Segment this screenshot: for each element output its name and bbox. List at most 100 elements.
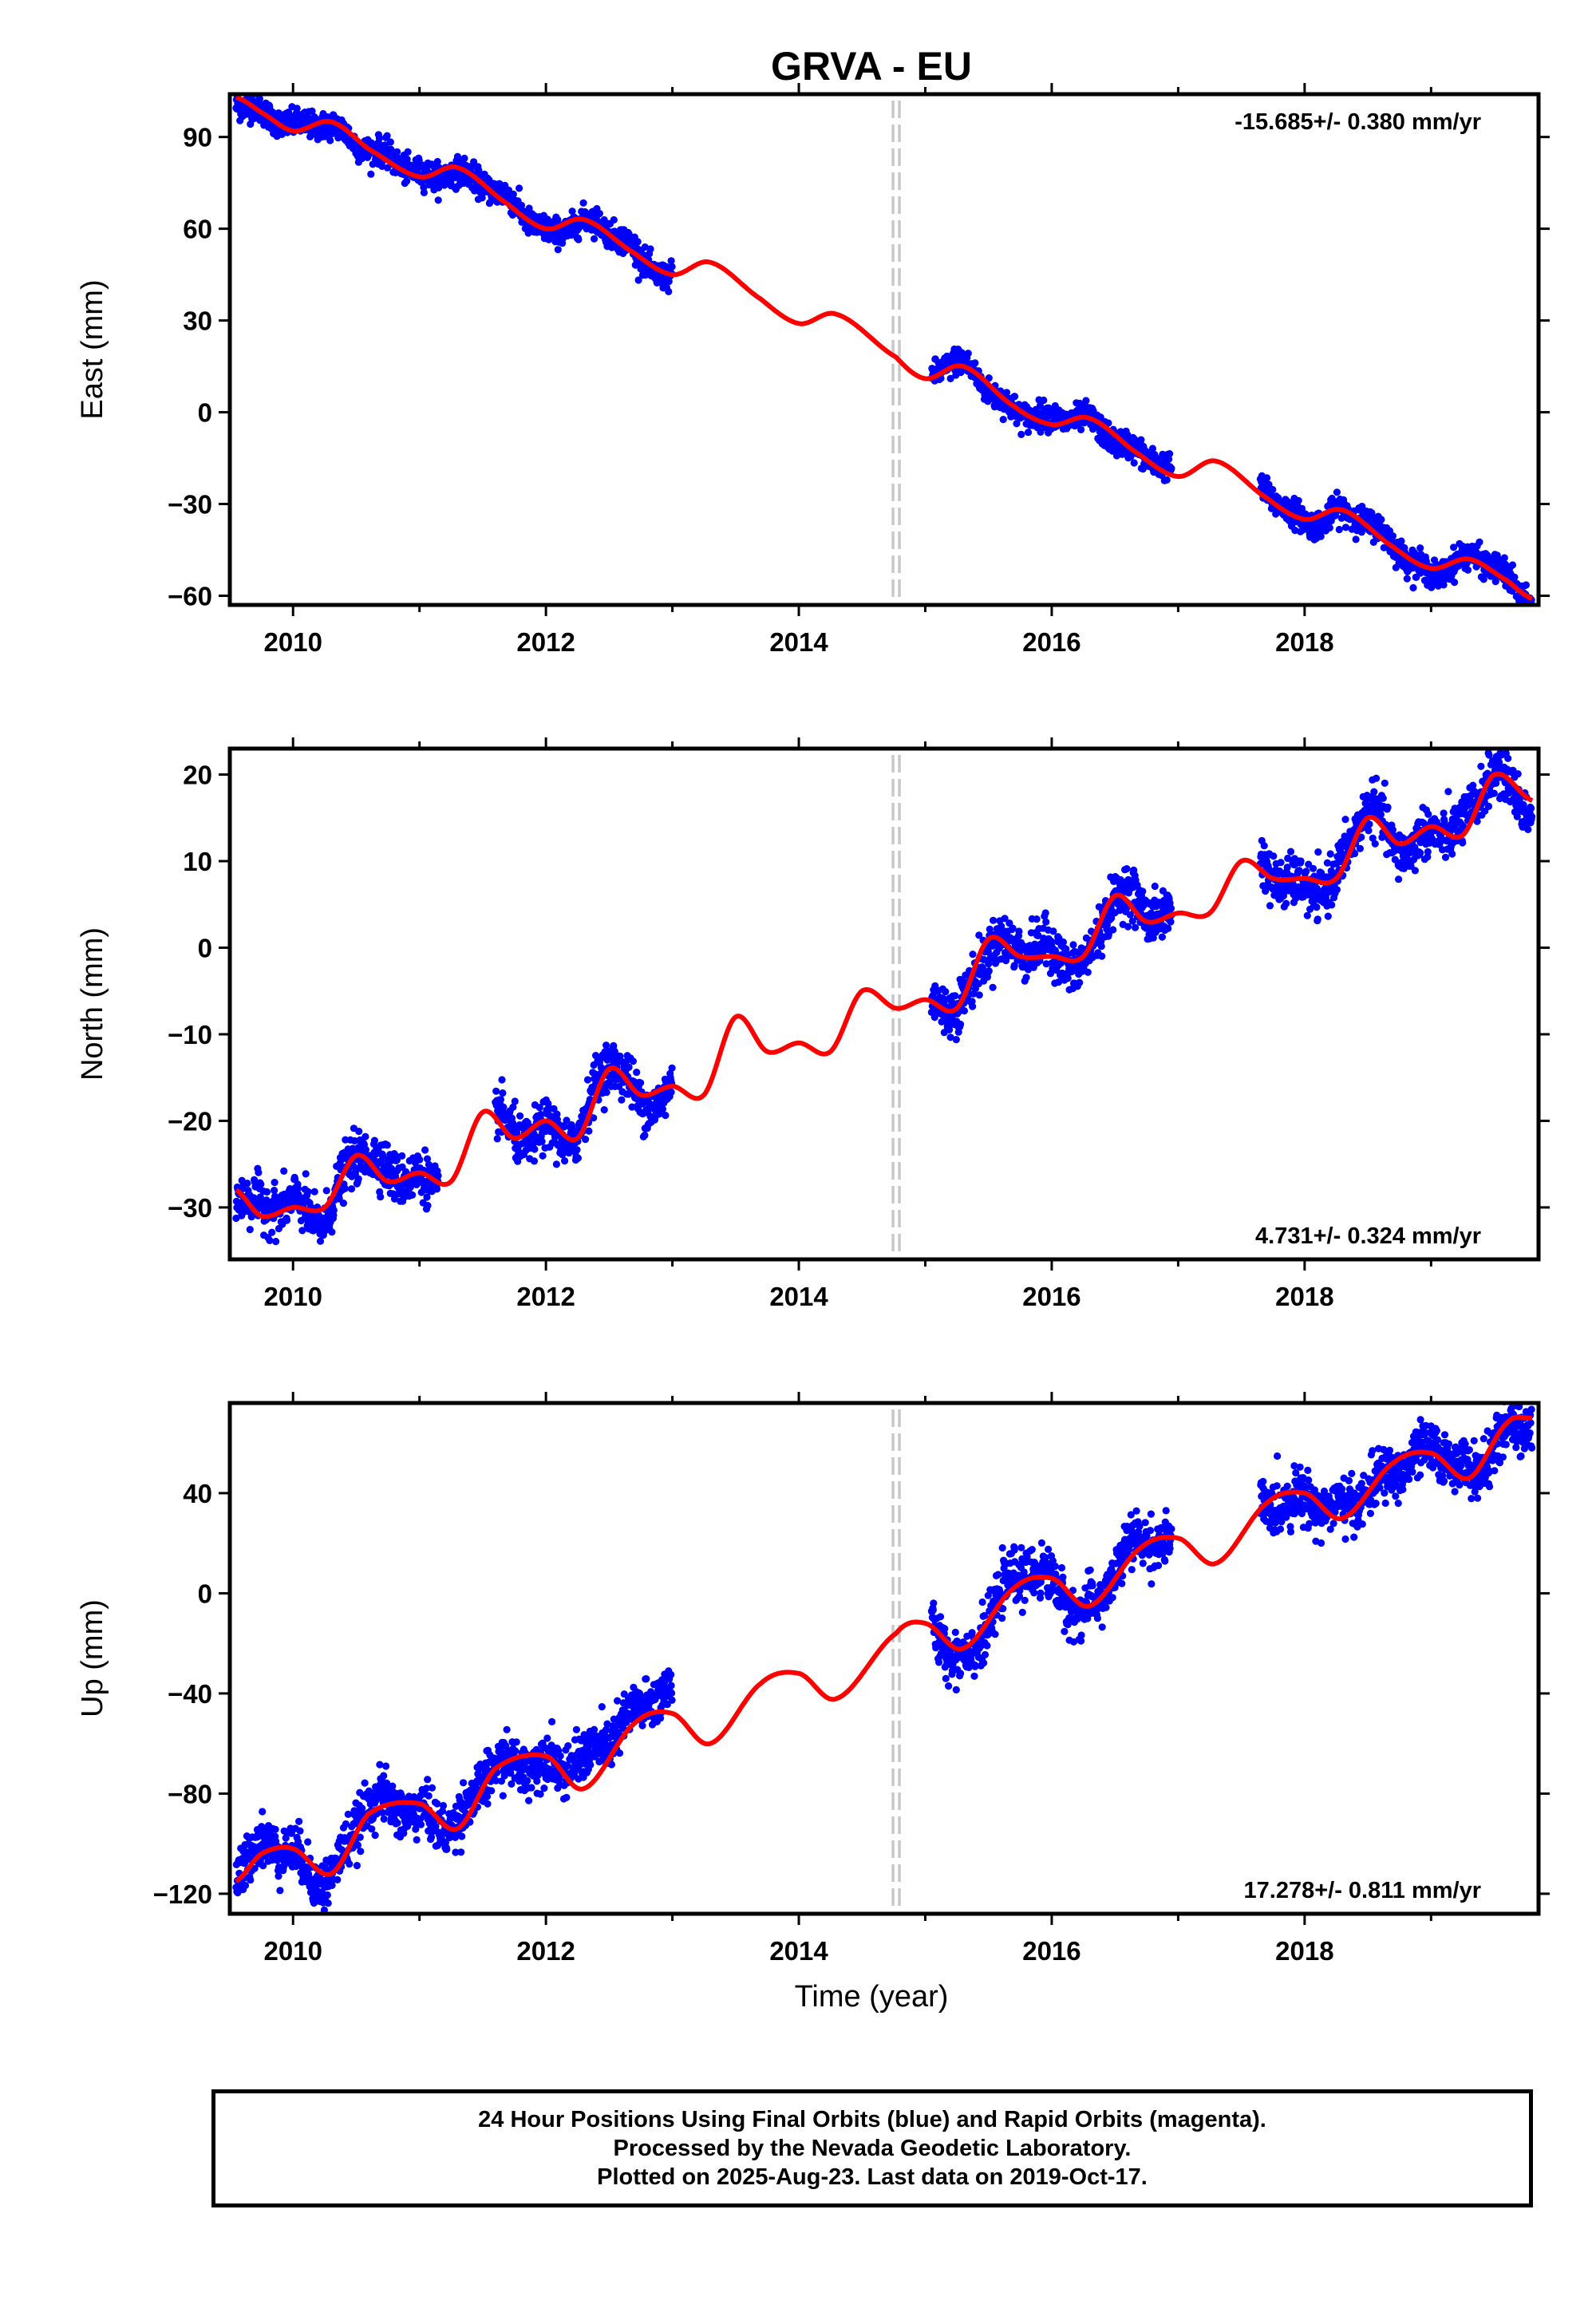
y-tick-label: −60 xyxy=(168,582,212,611)
data-point xyxy=(1286,848,1295,856)
data-point xyxy=(1130,459,1138,467)
data-point xyxy=(964,350,972,358)
x-tick-label: 2014 xyxy=(769,1282,828,1311)
data-point xyxy=(629,1057,638,1065)
data-point xyxy=(478,194,486,202)
data-point xyxy=(1313,903,1321,911)
data-point xyxy=(1341,816,1349,824)
data-point xyxy=(271,1187,279,1195)
data-point xyxy=(662,1112,670,1120)
data-point xyxy=(424,1202,432,1210)
rate-label: 4.731+/- 0.324 mm/yr xyxy=(1255,1223,1481,1249)
data-point xyxy=(1477,762,1485,770)
data-point xyxy=(665,287,673,295)
data-point xyxy=(354,1175,362,1183)
data-point xyxy=(355,1128,363,1136)
data-point xyxy=(493,1135,501,1143)
data-point xyxy=(516,1112,524,1120)
data-point xyxy=(1448,850,1456,858)
data-point xyxy=(1167,918,1175,926)
data-point xyxy=(1526,617,1533,624)
data-point xyxy=(1277,859,1285,867)
data-point xyxy=(946,1034,954,1041)
data-point xyxy=(989,983,997,991)
data-point xyxy=(1064,974,1072,982)
data-point xyxy=(302,1170,310,1178)
data-point xyxy=(1024,429,1033,437)
data-point xyxy=(1302,868,1310,875)
data-point xyxy=(434,196,442,204)
data-point xyxy=(390,1195,399,1203)
data-points xyxy=(232,749,1536,1246)
data-point xyxy=(347,1185,356,1193)
data-point xyxy=(552,1160,561,1168)
data-point xyxy=(582,1136,590,1144)
y-tick-label: 60 xyxy=(183,215,212,244)
data-point xyxy=(575,235,583,243)
data-point xyxy=(263,1188,271,1196)
y-tick-label: 90 xyxy=(183,123,212,152)
data-point xyxy=(1139,887,1147,895)
data-point xyxy=(957,1020,965,1029)
data-point xyxy=(398,1152,406,1160)
data-point xyxy=(1335,525,1343,534)
data-point xyxy=(1317,532,1325,540)
data-point xyxy=(1525,607,1532,614)
data-point xyxy=(1011,393,1019,401)
plot-frame xyxy=(227,92,1541,607)
data-point xyxy=(516,184,523,192)
data-point xyxy=(1326,850,1334,858)
data-point xyxy=(367,170,375,178)
chart-title: GRVA - EU xyxy=(771,44,972,89)
data-point xyxy=(591,235,598,243)
data-point xyxy=(1524,825,1532,833)
data-point xyxy=(361,1132,369,1140)
data-point xyxy=(980,955,988,964)
data-point xyxy=(326,136,334,144)
data-point xyxy=(1270,852,1278,860)
data-point xyxy=(1384,803,1392,812)
data-point xyxy=(500,1103,508,1111)
data-point xyxy=(1314,848,1322,856)
data-point xyxy=(1325,524,1333,532)
data-point xyxy=(1365,827,1373,835)
data-point xyxy=(328,1228,336,1236)
data-point xyxy=(1098,952,1106,960)
data-point xyxy=(1297,857,1305,865)
data-point xyxy=(668,1064,676,1072)
data-point xyxy=(1476,538,1483,546)
data-point xyxy=(310,1188,318,1196)
data-point xyxy=(1013,420,1021,428)
data-point xyxy=(1450,543,1458,551)
data-point xyxy=(241,1881,250,1890)
north-panel: 2010 2012 2014 2016 2018−30−20−1001020North … xyxy=(76,737,1550,1311)
data-point xyxy=(539,1152,547,1160)
data-point xyxy=(294,1191,302,1199)
data-point xyxy=(602,1089,610,1097)
x-tick-label: 2018 xyxy=(1275,1282,1333,1311)
data-point xyxy=(585,1127,593,1135)
data-point xyxy=(1356,844,1364,852)
data-point xyxy=(1265,480,1273,488)
data-point xyxy=(423,1193,431,1201)
data-point xyxy=(969,1002,977,1010)
data-point xyxy=(275,1872,282,1880)
data-point xyxy=(517,201,526,209)
data-point xyxy=(628,1103,636,1111)
data-point xyxy=(509,1103,517,1111)
data-point xyxy=(1042,918,1050,926)
data-point xyxy=(1266,902,1274,910)
data-point xyxy=(1076,978,1084,986)
data-point xyxy=(1314,915,1321,923)
data-point xyxy=(1440,809,1448,817)
data-point xyxy=(1328,901,1336,909)
data-points xyxy=(232,1403,1536,1914)
data-point xyxy=(583,1076,592,1084)
data-point xyxy=(590,1114,598,1122)
data-point xyxy=(1132,923,1140,931)
y-tick-label: 20 xyxy=(183,761,212,790)
data-point xyxy=(259,1808,267,1816)
x-tick-label: 2016 xyxy=(1022,627,1080,657)
data-point xyxy=(550,1105,558,1113)
